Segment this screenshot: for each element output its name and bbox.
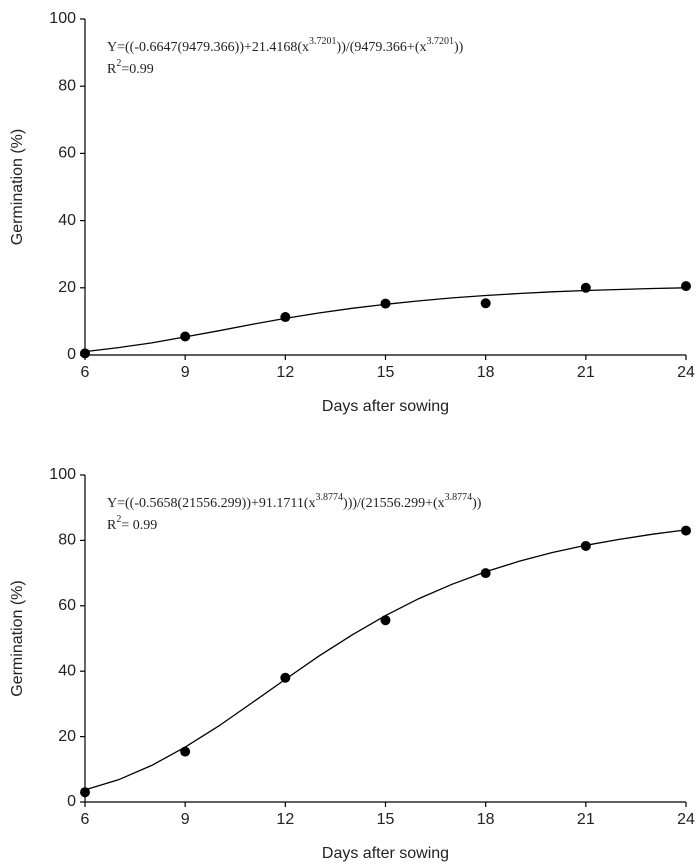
y-tick-label: 40	[58, 212, 76, 229]
x-tick-label: 21	[577, 364, 595, 381]
y-tick-label: 80	[58, 77, 76, 94]
r_squared-part: =0.99	[121, 62, 153, 77]
y-axis-label: Germination (%)	[9, 580, 26, 696]
x-tick-label: 12	[276, 811, 294, 828]
x-tick-label: 18	[477, 811, 495, 828]
y-tick-label: 0	[67, 793, 76, 810]
equation-part: 3.7201	[426, 36, 454, 47]
x-tick-label: 15	[377, 364, 395, 381]
data-point	[280, 672, 291, 683]
equation-part: Y=((-0.6647(9479.366))+21.4168(x	[107, 40, 309, 55]
y-tick-label: 60	[58, 597, 76, 614]
data-point	[180, 746, 191, 757]
r_squared: R2= 0.99	[107, 514, 157, 533]
y-axis-label: Germination (%)	[9, 129, 26, 245]
r_squared-part: R	[107, 518, 117, 533]
y-tick-label: 0	[67, 346, 76, 363]
equation: Y=((-0.5658(21556.299))+91.1711(x3.8774)…	[107, 492, 482, 511]
data-point	[80, 348, 90, 359]
x-tick-label: 15	[377, 811, 395, 828]
data-point	[580, 282, 591, 293]
data-point	[681, 281, 691, 292]
equation-part: 3.8774	[445, 492, 473, 503]
equation-part: )))/(21556.299+(x	[343, 496, 445, 511]
data-point	[180, 331, 191, 342]
r_squared-part: 2	[116, 514, 121, 525]
y-tick-label: 100	[49, 466, 76, 483]
y-tick-label: 40	[58, 662, 76, 679]
x-tick-label: 24	[677, 364, 695, 381]
x-tick-label: 6	[81, 364, 90, 381]
y-tick-label: 20	[58, 728, 76, 745]
equation-part: 3.8774	[316, 492, 344, 503]
x-tick-label: 21	[577, 811, 595, 828]
data-point	[480, 568, 491, 579]
data-point	[380, 615, 391, 626]
x-axis-label: Days after sowing	[322, 845, 449, 862]
r_squared-part: R	[107, 62, 117, 77]
data-point	[80, 787, 90, 798]
data-point	[280, 312, 291, 323]
data-point	[681, 525, 691, 536]
r_squared: R2=0.99	[107, 58, 154, 77]
x-tick-label: 9	[181, 811, 190, 828]
r_squared-part: = 0.99	[121, 518, 157, 533]
equation-part: Y=((-0.5658(21556.299))+91.1711(x	[107, 496, 316, 511]
fit-curve	[84, 529, 687, 791]
y-tick-label: 100	[49, 10, 76, 27]
x-tick-label: 9	[181, 364, 190, 381]
x-tick-label: 6	[81, 811, 90, 828]
x-tick-label: 12	[276, 364, 294, 381]
x-axis-label: Days after sowing	[322, 398, 449, 415]
equation-part: ))	[454, 40, 464, 55]
data-point	[380, 298, 391, 309]
x-tick-label: 24	[677, 811, 695, 828]
data-point	[480, 298, 491, 309]
fit-curve	[84, 287, 687, 353]
x-tick-label: 18	[477, 364, 495, 381]
equation-part: ))	[472, 496, 482, 511]
equation-part: ))/(9479.366+(x	[337, 40, 427, 55]
y-tick-label: 20	[58, 279, 76, 296]
data-point	[580, 540, 591, 551]
y-tick-label: 80	[58, 532, 76, 549]
y-tick-label: 60	[58, 145, 76, 162]
equation-part: 3.7201	[309, 36, 337, 47]
equation: Y=((-0.6647(9479.366))+21.4168(x3.7201))…	[107, 36, 464, 55]
r_squared-part: 2	[116, 58, 121, 69]
